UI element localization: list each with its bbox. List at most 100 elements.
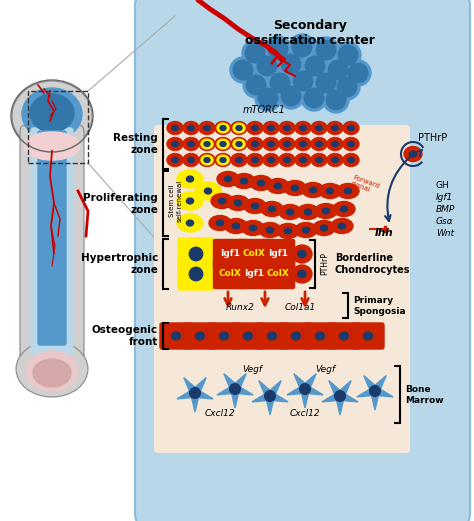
Ellipse shape <box>231 121 247 134</box>
Ellipse shape <box>252 126 258 131</box>
Circle shape <box>289 34 315 60</box>
Text: Igf1: Igf1 <box>244 269 264 279</box>
Circle shape <box>316 40 336 60</box>
Ellipse shape <box>274 183 282 189</box>
Circle shape <box>292 37 312 57</box>
Ellipse shape <box>177 192 203 210</box>
Ellipse shape <box>233 123 245 133</box>
Ellipse shape <box>297 205 319 219</box>
Ellipse shape <box>284 141 290 146</box>
Ellipse shape <box>404 146 422 162</box>
Circle shape <box>304 88 324 108</box>
Polygon shape <box>322 381 358 415</box>
Text: Igf1: Igf1 <box>436 193 453 203</box>
Ellipse shape <box>332 141 338 146</box>
Circle shape <box>190 388 201 399</box>
Ellipse shape <box>219 198 226 204</box>
Circle shape <box>246 75 266 95</box>
Text: Proliferating
zone: Proliferating zone <box>83 193 158 215</box>
Ellipse shape <box>292 185 299 191</box>
Ellipse shape <box>172 157 178 163</box>
Ellipse shape <box>177 170 203 188</box>
Text: Cxcl12: Cxcl12 <box>290 408 320 417</box>
Text: Primary
Spongosia: Primary Spongosia <box>353 296 406 316</box>
Ellipse shape <box>177 214 203 232</box>
Circle shape <box>348 63 368 83</box>
Ellipse shape <box>204 157 210 163</box>
Text: Resting
zone: Resting zone <box>113 133 158 155</box>
Ellipse shape <box>249 225 256 231</box>
Circle shape <box>258 88 278 108</box>
Ellipse shape <box>172 126 178 131</box>
Text: Igf1: Igf1 <box>268 250 288 258</box>
Polygon shape <box>357 376 393 410</box>
Ellipse shape <box>188 126 194 131</box>
Text: Gsα: Gsα <box>436 217 454 227</box>
Ellipse shape <box>215 121 231 134</box>
Circle shape <box>267 70 293 96</box>
FancyBboxPatch shape <box>213 240 246 268</box>
Text: Borderline
Chondrocytes: Borderline Chondrocytes <box>335 253 410 275</box>
Ellipse shape <box>268 141 274 146</box>
Ellipse shape <box>247 138 263 151</box>
Ellipse shape <box>304 209 311 215</box>
Ellipse shape <box>348 157 354 163</box>
Ellipse shape <box>217 123 229 133</box>
Circle shape <box>243 72 269 98</box>
Ellipse shape <box>209 216 231 230</box>
Ellipse shape <box>333 202 355 217</box>
Ellipse shape <box>343 154 359 167</box>
Ellipse shape <box>244 332 253 340</box>
Ellipse shape <box>348 126 354 131</box>
Ellipse shape <box>284 228 292 234</box>
Ellipse shape <box>320 225 328 231</box>
Ellipse shape <box>364 332 373 340</box>
Circle shape <box>270 73 290 93</box>
Ellipse shape <box>300 126 306 131</box>
Text: ColX: ColX <box>266 269 290 279</box>
Text: Stem cell
self-renewal: Stem cell self-renewal <box>170 180 182 222</box>
FancyBboxPatch shape <box>262 259 294 289</box>
Ellipse shape <box>311 138 327 151</box>
FancyBboxPatch shape <box>178 258 214 290</box>
Ellipse shape <box>217 155 229 165</box>
Ellipse shape <box>233 139 245 149</box>
Ellipse shape <box>316 332 325 340</box>
Ellipse shape <box>219 332 228 340</box>
Ellipse shape <box>340 206 347 212</box>
Ellipse shape <box>236 157 242 163</box>
Circle shape <box>189 267 203 281</box>
Circle shape <box>337 77 357 97</box>
Ellipse shape <box>316 126 322 131</box>
Ellipse shape <box>167 121 183 134</box>
Circle shape <box>338 45 358 65</box>
Text: Cxcl12: Cxcl12 <box>205 408 235 417</box>
Circle shape <box>268 39 288 59</box>
Ellipse shape <box>295 222 317 238</box>
FancyBboxPatch shape <box>135 0 470 521</box>
FancyBboxPatch shape <box>262 240 294 268</box>
Circle shape <box>290 68 316 94</box>
Ellipse shape <box>327 154 343 167</box>
Ellipse shape <box>217 139 229 149</box>
Ellipse shape <box>172 141 178 146</box>
Ellipse shape <box>302 182 324 197</box>
Ellipse shape <box>244 199 266 214</box>
Ellipse shape <box>186 220 193 226</box>
Circle shape <box>278 83 304 109</box>
Ellipse shape <box>298 270 306 278</box>
Circle shape <box>313 37 339 63</box>
FancyBboxPatch shape <box>38 131 66 345</box>
Ellipse shape <box>327 121 343 134</box>
Ellipse shape <box>345 188 352 194</box>
Ellipse shape <box>315 204 337 218</box>
Ellipse shape <box>12 81 92 151</box>
Text: PTHrP: PTHrP <box>418 133 447 143</box>
Ellipse shape <box>277 224 299 239</box>
Ellipse shape <box>236 142 242 146</box>
Circle shape <box>316 73 336 93</box>
Ellipse shape <box>30 94 74 132</box>
Ellipse shape <box>279 154 295 167</box>
Circle shape <box>370 386 380 396</box>
Ellipse shape <box>251 203 259 209</box>
